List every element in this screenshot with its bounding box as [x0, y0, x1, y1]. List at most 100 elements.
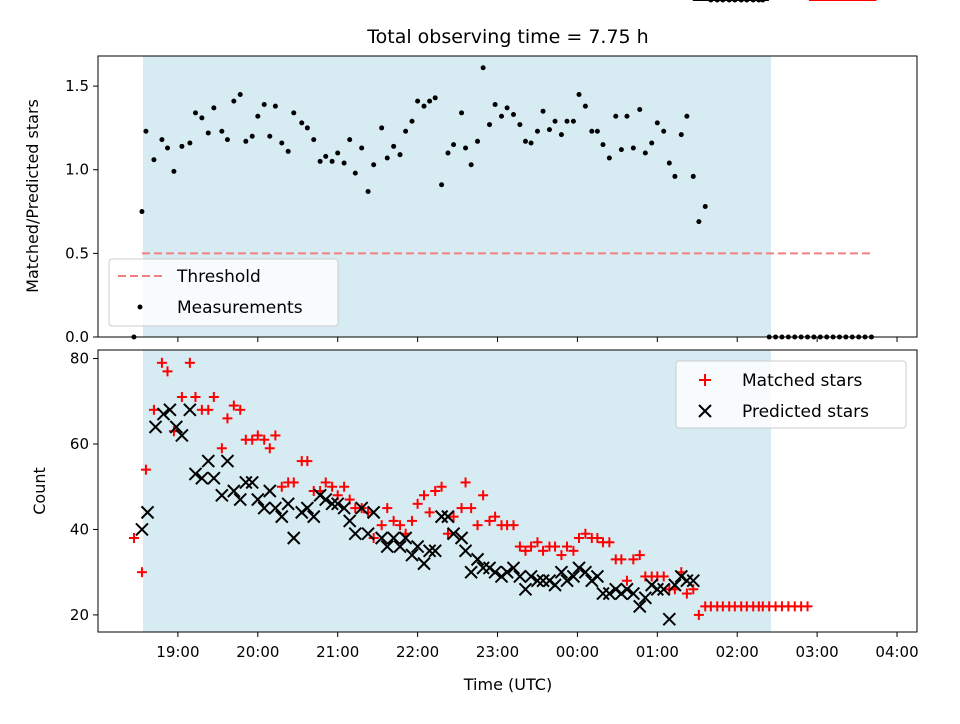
- matched-star-point: [466, 503, 477, 514]
- matched-star-point: [140, 464, 151, 475]
- measurement-point: [384, 155, 390, 161]
- measurement-point: [279, 140, 285, 146]
- predicted-star-point: [458, 544, 473, 558]
- measurement-point: [139, 209, 145, 215]
- measurement-point: [159, 137, 165, 143]
- matched-star-point: [208, 392, 219, 402]
- predicted-star-point: [148, 420, 163, 434]
- predicted-star-point: [566, 569, 581, 584]
- matched-star-point: [574, 533, 585, 543]
- matched-star-point: [478, 490, 489, 501]
- bottom-legend: Matched stars Predicted stars: [675, 360, 907, 429]
- predicted-star-point: [268, 501, 283, 515]
- top-axes-frame: [97, 55, 918, 338]
- predicted-star-point: [536, 574, 550, 588]
- predicted-star-point: [337, 501, 351, 515]
- matched-star-point: [621, 575, 632, 586]
- legend-matched-marker: [699, 374, 711, 386]
- matched-star-point: [508, 520, 519, 531]
- matched-star-point: [490, 511, 501, 522]
- predicted-star-point: [135, 522, 149, 537]
- measurement-point: [335, 150, 341, 156]
- measurement-point: [582, 103, 588, 109]
- top-y-axis-label: Matched/Predicted stars: [23, 99, 42, 293]
- predicted-star-point: [380, 539, 394, 554]
- measurement-point: [403, 128, 409, 134]
- predicted-star-point: [374, 531, 389, 545]
- matched-star-point: [556, 550, 567, 561]
- matched-star-point: [436, 481, 447, 492]
- matched-star-point: [327, 481, 338, 492]
- matched-star-point: [302, 456, 313, 467]
- predicted-star-point: [393, 539, 407, 554]
- measurement-point: [534, 128, 540, 134]
- measurement-point: [463, 145, 469, 151]
- predicted-star-point: [251, 492, 265, 507]
- top-x-axis: [177, 337, 898, 342]
- predicted-star-point: [638, 591, 653, 605]
- predicted-star-point: [518, 582, 533, 596]
- measurement-point: [165, 145, 171, 151]
- predicted-star-point: [398, 531, 413, 545]
- matched-star-point: [128, 533, 139, 543]
- predicted-star-point: [169, 420, 184, 434]
- matched-star-point: [339, 481, 350, 492]
- matched-star-point: [176, 392, 187, 402]
- predicted-star-point: [686, 574, 700, 588]
- x-tick-label: 01:00: [636, 643, 679, 661]
- measurement-point: [661, 128, 667, 134]
- x-tick-label: 03:00: [796, 643, 839, 661]
- measurement-point: [211, 105, 217, 111]
- predicted-star-point: [220, 454, 235, 468]
- predicted-star-point: [201, 454, 215, 468]
- measurement-point: [365, 188, 371, 194]
- measurement-point: [649, 140, 655, 146]
- matched-star-point: [190, 392, 201, 402]
- predicted-star-point: [470, 552, 485, 567]
- measurement-point: [618, 147, 624, 153]
- measurement-point: [151, 157, 157, 163]
- predicted-star-point: [319, 492, 333, 507]
- bottom-panel: 20 40 60 80 19:00 20:00 21:00 22:00 23:00 00:00 0…: [30, 0, 919, 694]
- measurement-point: [329, 158, 335, 164]
- measurement-point: [397, 152, 403, 158]
- measurement-point: [666, 160, 672, 166]
- matched-star-point: [442, 528, 453, 539]
- predicted-star-point: [245, 475, 259, 490]
- predicted-star-point: [657, 582, 671, 596]
- measurement-point: [341, 160, 347, 166]
- measurement-point: [224, 137, 230, 143]
- predicted-star-point: [361, 527, 375, 541]
- predicted-star-point: [434, 509, 449, 524]
- matched-star-point: [484, 515, 495, 526]
- x-tick-label: 00:00: [556, 643, 599, 661]
- measurement-point: [291, 110, 297, 116]
- measurement-point: [352, 170, 358, 176]
- predicted-star-point: [446, 527, 461, 541]
- matched-star-point: [430, 486, 441, 496]
- top-y-tick-label: 0.5: [65, 244, 89, 262]
- measurement-point: [540, 108, 546, 114]
- measurement-point: [237, 91, 243, 97]
- measurement-point: [427, 98, 433, 104]
- predicted-star-point: [263, 484, 277, 498]
- predicted-star-point: [572, 561, 586, 575]
- measurement-point: [606, 155, 612, 161]
- measurement-point: [304, 125, 310, 131]
- measurement-point: [459, 110, 465, 116]
- measurement-point: [678, 132, 684, 138]
- matched-star-point: [693, 609, 704, 620]
- predicted-star-point: [626, 586, 641, 601]
- measurement-point: [445, 150, 451, 156]
- predicted-star-point: [300, 501, 315, 515]
- x-tick-label: 04:00: [875, 643, 918, 661]
- measurement-point: [480, 65, 486, 71]
- measurement-point: [642, 150, 648, 156]
- bottom-legend-box: [675, 360, 907, 429]
- measurement-point: [347, 137, 353, 143]
- predicted-star-point: [602, 586, 617, 601]
- predicted-star-point: [195, 471, 209, 485]
- predicted-star-point: [410, 539, 425, 554]
- measurement-point: [267, 133, 273, 139]
- measurement-point: [546, 127, 552, 133]
